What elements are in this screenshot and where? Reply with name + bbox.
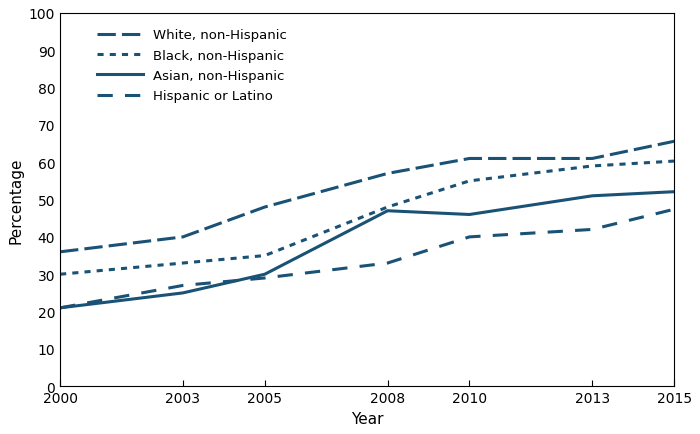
- Asian, non-Hispanic: [670, 190, 678, 195]
- Asian, non-Hispanic: [56, 306, 64, 311]
- Line: Black, non-Hispanic: Black, non-Hispanic: [60, 162, 674, 275]
- Hispanic or Latino: [56, 306, 64, 311]
- Asian, non-Hispanic: [588, 194, 596, 199]
- Hispanic or Latino: [260, 276, 269, 281]
- Line: Hispanic or Latino: Hispanic or Latino: [60, 210, 674, 308]
- White, non-Hispanic: [384, 171, 392, 177]
- Asian, non-Hispanic: [466, 212, 474, 217]
- Asian, non-Hispanic: [384, 209, 392, 214]
- Asian, non-Hispanic: [178, 291, 187, 296]
- White, non-Hispanic: [670, 139, 678, 145]
- White, non-Hispanic: [178, 235, 187, 240]
- Black, non-Hispanic: [56, 272, 64, 277]
- White, non-Hispanic: [260, 205, 269, 210]
- White, non-Hispanic: [466, 157, 474, 162]
- Legend: White, non-Hispanic, Black, non-Hispanic, Asian, non-Hispanic, Hispanic or Latin: White, non-Hispanic, Black, non-Hispanic…: [91, 24, 293, 108]
- White, non-Hispanic: [588, 157, 596, 162]
- Y-axis label: Percentage: Percentage: [8, 157, 23, 243]
- Hispanic or Latino: [178, 283, 187, 288]
- Hispanic or Latino: [384, 261, 392, 266]
- Hispanic or Latino: [670, 207, 678, 212]
- Black, non-Hispanic: [260, 253, 269, 259]
- White, non-Hispanic: [56, 250, 64, 255]
- Line: White, non-Hispanic: White, non-Hispanic: [60, 142, 674, 252]
- Hispanic or Latino: [588, 227, 596, 233]
- Black, non-Hispanic: [178, 261, 187, 266]
- Line: Asian, non-Hispanic: Asian, non-Hispanic: [60, 192, 674, 308]
- Asian, non-Hispanic: [260, 272, 269, 277]
- Black, non-Hispanic: [588, 164, 596, 169]
- X-axis label: Year: Year: [351, 411, 384, 426]
- Black, non-Hispanic: [466, 179, 474, 184]
- Black, non-Hispanic: [670, 159, 678, 164]
- Black, non-Hispanic: [384, 205, 392, 210]
- Hispanic or Latino: [466, 235, 474, 240]
